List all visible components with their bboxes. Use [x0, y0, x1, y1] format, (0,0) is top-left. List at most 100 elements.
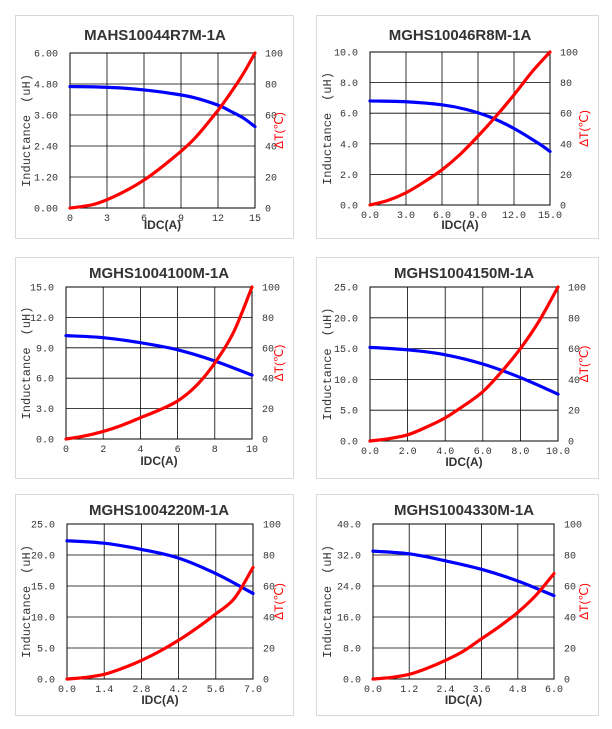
y-right-tick-label: 40	[265, 143, 277, 154]
y-left-tick-label: 40.0	[337, 521, 361, 532]
y-right-tick-label: 80	[262, 314, 274, 325]
y-left-tick-label: 2.40	[34, 143, 58, 154]
x-tick-label: 1.4	[95, 685, 113, 696]
x-tick-label: 4.0	[436, 447, 454, 458]
x-tick-label: 1.2	[400, 685, 418, 696]
x-tick-label: 0	[67, 214, 73, 225]
y-left-tick-label: 12.0	[30, 314, 54, 325]
y-left-tick-label: 8.0	[340, 79, 358, 90]
y-right-tick-label: 20	[564, 645, 576, 656]
inductance-series-line	[368, 345, 560, 396]
y-right-tick-label: 40	[263, 614, 275, 625]
y-left-tick-label: 9.0	[36, 344, 54, 355]
x-tick-label: 4.8	[509, 685, 527, 696]
y-right-tick-label: 100	[263, 521, 281, 532]
x-tick-label: 9	[178, 214, 184, 225]
y-left-tick-label: 5.0	[37, 645, 55, 656]
x-axis-label: IDC(A)	[445, 693, 482, 707]
y-left-tick-label: 5.0	[340, 407, 358, 418]
temperature-rise-series-line	[368, 50, 552, 207]
chart-title: MAHS10044R7M-1A	[84, 27, 226, 44]
y-left-axis-label: Inductance (uH)	[20, 74, 34, 187]
y-left-tick-label: 24.0	[337, 583, 361, 594]
chart-title: MGHS1004330M-1A	[394, 502, 534, 519]
x-tick-label: 12	[212, 214, 224, 225]
y-left-tick-label: 6.00	[34, 50, 58, 61]
y-right-tick-label: 0	[265, 205, 271, 216]
x-tick-label: 6	[141, 214, 147, 225]
x-tick-label: 7.0	[244, 685, 262, 696]
y-left-tick-label: 10.0	[334, 376, 358, 387]
x-axis-label: IDC(A)	[141, 693, 178, 707]
x-tick-label: 10	[246, 445, 258, 456]
x-tick-label: 3.6	[473, 685, 491, 696]
y-right-tick-label: 20	[568, 407, 580, 418]
y-right-tick-label: 60	[265, 112, 277, 123]
y-right-axis-label: ΔT(℃)	[577, 346, 591, 383]
y-left-axis-label: Inductance (uH)	[321, 72, 335, 185]
x-axis-label: IDC(A)	[140, 454, 177, 468]
x-tick-label: 12.0	[502, 211, 526, 222]
x-tick-label: 0.0	[364, 685, 382, 696]
y-right-tick-label: 80	[564, 552, 576, 563]
x-tick-label: 2.4	[436, 685, 454, 696]
chart-panel-6: MGHS1004330M-1A 0.0 1.2 2.4 3.6 4.8 6.0 0.0 8.0 1…	[316, 494, 599, 716]
y-left-tick-label: 25.0	[31, 521, 55, 532]
y-left-tick-label: 0.00	[34, 205, 58, 216]
x-axis-label: IDC(A)	[144, 218, 181, 232]
plot-frame	[69, 52, 256, 209]
y-right-axis-label: ΔT(℃)	[272, 112, 286, 149]
y-right-tick-label: 100	[265, 50, 283, 61]
y-left-tick-label: 0.0	[340, 438, 358, 449]
plot-frame	[369, 51, 551, 206]
chart-title: MGHS1004100M-1A	[89, 265, 229, 282]
x-tick-label: 6.0	[545, 685, 563, 696]
x-tick-label: 2.0	[399, 447, 417, 458]
y-left-tick-label: 0.0	[340, 202, 358, 213]
y-right-axis-label: ΔT(℃)	[577, 583, 591, 620]
temperature-rise-series-line	[68, 51, 257, 210]
temperature-rise-series-line	[64, 285, 254, 441]
x-tick-label: 3.0	[397, 211, 415, 222]
x-tick-label: 8.0	[511, 447, 529, 458]
plot-frame	[372, 523, 555, 680]
x-tick-label: 2	[100, 445, 106, 456]
x-axis-label: IDC(A)	[445, 455, 482, 469]
y-right-axis-label: ΔT(℃)	[577, 110, 591, 147]
y-left-tick-label: 8.0	[343, 645, 361, 656]
inductance-series-line	[68, 84, 257, 129]
x-tick-label: 6.0	[474, 447, 492, 458]
y-left-tick-label: 10.0	[31, 614, 55, 625]
y-left-tick-label: 20.0	[334, 314, 358, 325]
y-left-tick-label: 6.0	[340, 110, 358, 121]
inductance-series-line	[64, 334, 254, 377]
y-right-tick-label: 80	[560, 79, 572, 90]
x-tick-label: 10.0	[546, 447, 570, 458]
chart-svg: MGHS1004150M-1A 0.0 2.0 4.0 6.0 8.0 10.0 0.0 5.0…	[321, 265, 591, 469]
x-tick-label: 6.0	[433, 211, 451, 222]
y-right-tick-label: 0	[568, 438, 574, 449]
y-left-tick-label: 15.0	[30, 284, 54, 295]
chart-title: MGHS1004220M-1A	[89, 502, 229, 519]
x-tick-label: 15.0	[538, 211, 562, 222]
y-right-tick-label: 60	[568, 345, 580, 356]
y-right-tick-label: 80	[263, 552, 275, 563]
x-tick-label: 9.0	[469, 211, 487, 222]
y-left-tick-label: 3.60	[34, 112, 58, 123]
chart-title: MGHS10046R8M-1A	[389, 27, 532, 44]
chart-title: MGHS1004150M-1A	[394, 265, 534, 282]
y-left-tick-label: 20.0	[31, 552, 55, 563]
y-right-axis-label: ΔT(℃)	[272, 345, 286, 382]
temperature-rise-series-line	[368, 285, 560, 443]
x-tick-label: 15	[249, 214, 261, 225]
x-tick-label: 4	[137, 445, 143, 456]
plot-frame	[65, 286, 253, 440]
x-tick-label: 0.0	[58, 685, 76, 696]
temperature-rise-series-line	[65, 565, 255, 681]
y-left-axis-label: Inductance (uH)	[321, 545, 335, 658]
y-right-tick-label: 40	[564, 614, 576, 625]
y-right-tick-label: 20	[262, 405, 274, 416]
x-tick-label: 3	[104, 214, 110, 225]
y-left-tick-label: 6.0	[36, 375, 54, 386]
y-left-tick-label: 4.80	[34, 81, 58, 92]
